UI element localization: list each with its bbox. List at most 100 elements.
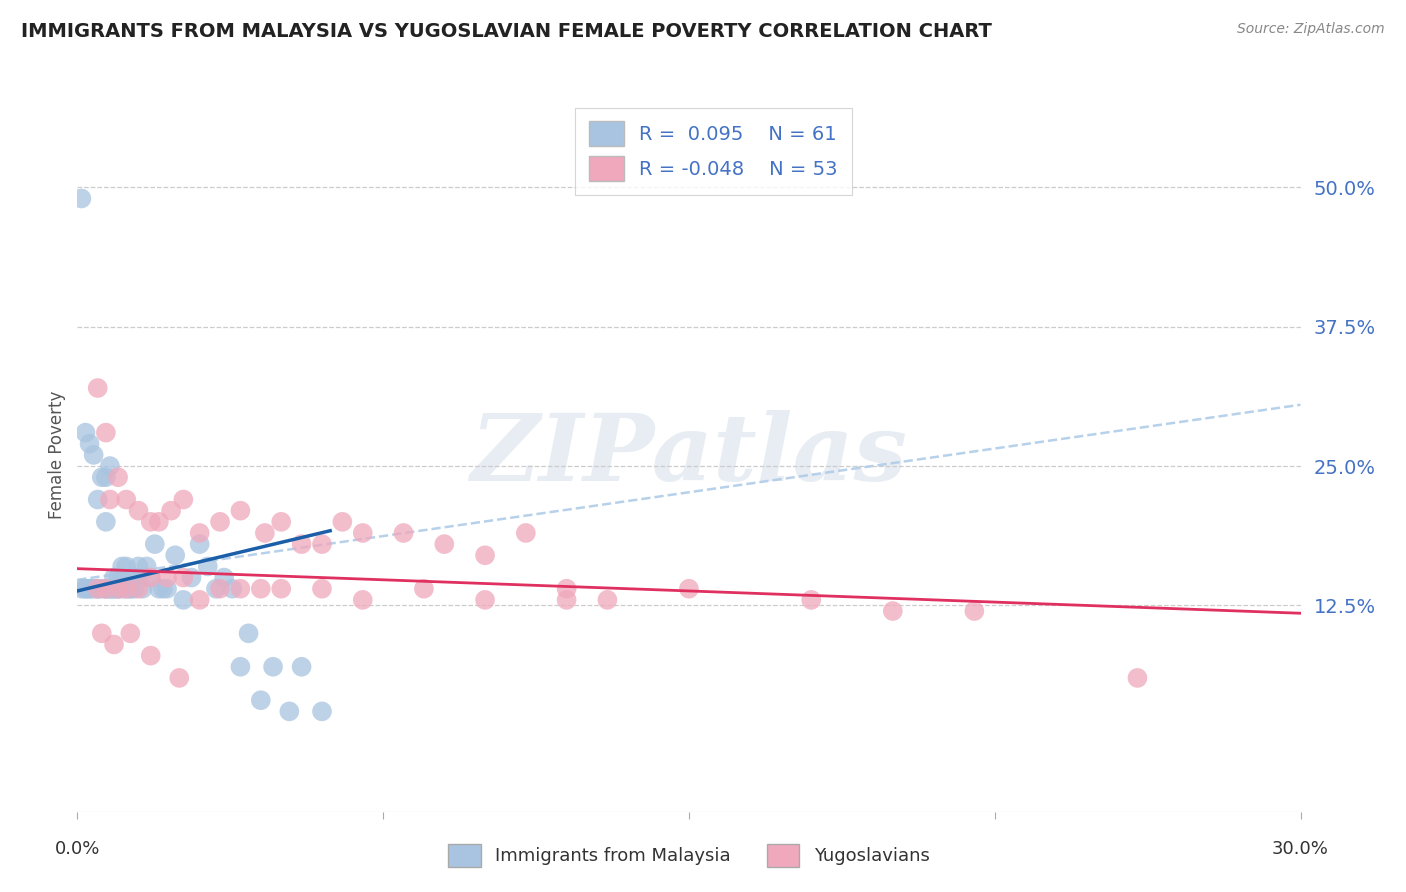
Text: Source: ZipAtlas.com: Source: ZipAtlas.com <box>1237 22 1385 37</box>
Point <box>678 582 700 596</box>
Legend: Immigrants from Malaysia, Yugoslavians: Immigrants from Malaysia, Yugoslavians <box>441 837 936 874</box>
Point <box>180 571 202 585</box>
Point <box>148 515 170 529</box>
Point <box>107 582 129 596</box>
Point <box>143 537 166 551</box>
Point <box>392 525 415 540</box>
Y-axis label: Female Poverty: Female Poverty <box>48 391 66 519</box>
Point <box>111 571 134 585</box>
Point <box>115 492 138 507</box>
Point <box>172 592 194 607</box>
Point <box>152 582 174 596</box>
Point <box>111 582 134 596</box>
Point <box>156 582 179 596</box>
Point <box>83 448 105 462</box>
Point <box>352 592 374 607</box>
Point <box>79 582 101 596</box>
Point <box>94 582 117 596</box>
Text: IMMIGRANTS FROM MALAYSIA VS YUGOSLAVIAN FEMALE POVERTY CORRELATION CHART: IMMIGRANTS FROM MALAYSIA VS YUGOSLAVIAN … <box>21 22 993 41</box>
Point <box>115 582 138 596</box>
Point <box>87 381 110 395</box>
Point <box>75 425 97 440</box>
Point <box>250 693 273 707</box>
Point <box>98 458 121 473</box>
Point <box>596 592 619 607</box>
Point <box>94 470 117 484</box>
Point <box>197 559 219 574</box>
Point <box>1126 671 1149 685</box>
Point <box>139 571 162 585</box>
Text: 0.0%: 0.0% <box>55 839 100 857</box>
Point <box>98 582 121 596</box>
Point <box>188 525 211 540</box>
Point <box>120 626 142 640</box>
Point <box>75 582 97 596</box>
Point <box>205 582 228 596</box>
Point <box>124 571 146 585</box>
Point <box>165 548 187 563</box>
Point <box>94 515 117 529</box>
Point <box>87 582 110 596</box>
Point <box>90 626 112 640</box>
Point <box>135 559 157 574</box>
Point <box>229 582 252 596</box>
Point <box>139 515 162 529</box>
Text: 30.0%: 30.0% <box>1272 839 1329 857</box>
Point <box>229 503 252 517</box>
Point <box>474 592 496 607</box>
Point <box>221 582 243 596</box>
Point <box>433 537 456 551</box>
Point <box>127 503 149 517</box>
Point <box>160 503 183 517</box>
Point <box>208 582 231 596</box>
Point <box>800 592 823 607</box>
Point <box>87 582 110 596</box>
Point <box>332 515 354 529</box>
Point <box>90 582 112 596</box>
Point <box>148 582 170 596</box>
Point <box>172 571 194 585</box>
Point <box>262 660 284 674</box>
Point <box>278 705 301 719</box>
Point <box>127 559 149 574</box>
Point <box>107 470 129 484</box>
Point <box>107 571 129 585</box>
Point <box>270 515 292 529</box>
Point <box>229 660 252 674</box>
Point <box>188 592 211 607</box>
Point <box>515 525 537 540</box>
Point <box>107 582 129 596</box>
Point <box>103 582 125 596</box>
Point <box>270 582 292 596</box>
Point <box>70 191 93 205</box>
Point <box>94 582 117 596</box>
Point <box>90 470 112 484</box>
Point <box>111 559 134 574</box>
Point <box>139 571 162 585</box>
Point <box>120 582 142 596</box>
Point <box>413 582 436 596</box>
Point <box>131 582 153 596</box>
Point <box>290 537 312 551</box>
Point <box>115 559 138 574</box>
Point <box>103 582 125 596</box>
Point <box>120 582 142 596</box>
Point <box>94 582 117 596</box>
Point <box>172 492 194 507</box>
Point <box>555 582 578 596</box>
Point <box>124 582 146 596</box>
Point <box>555 592 578 607</box>
Point <box>352 525 374 540</box>
Point <box>290 660 312 674</box>
Point <box>98 492 121 507</box>
Point <box>70 582 93 596</box>
Point <box>963 604 986 618</box>
Point <box>474 548 496 563</box>
Point <box>250 582 273 596</box>
Point <box>79 436 101 450</box>
Point <box>212 571 235 585</box>
Point <box>311 705 333 719</box>
Point <box>882 604 904 618</box>
Text: ZIPatlas: ZIPatlas <box>471 410 907 500</box>
Point <box>238 626 260 640</box>
